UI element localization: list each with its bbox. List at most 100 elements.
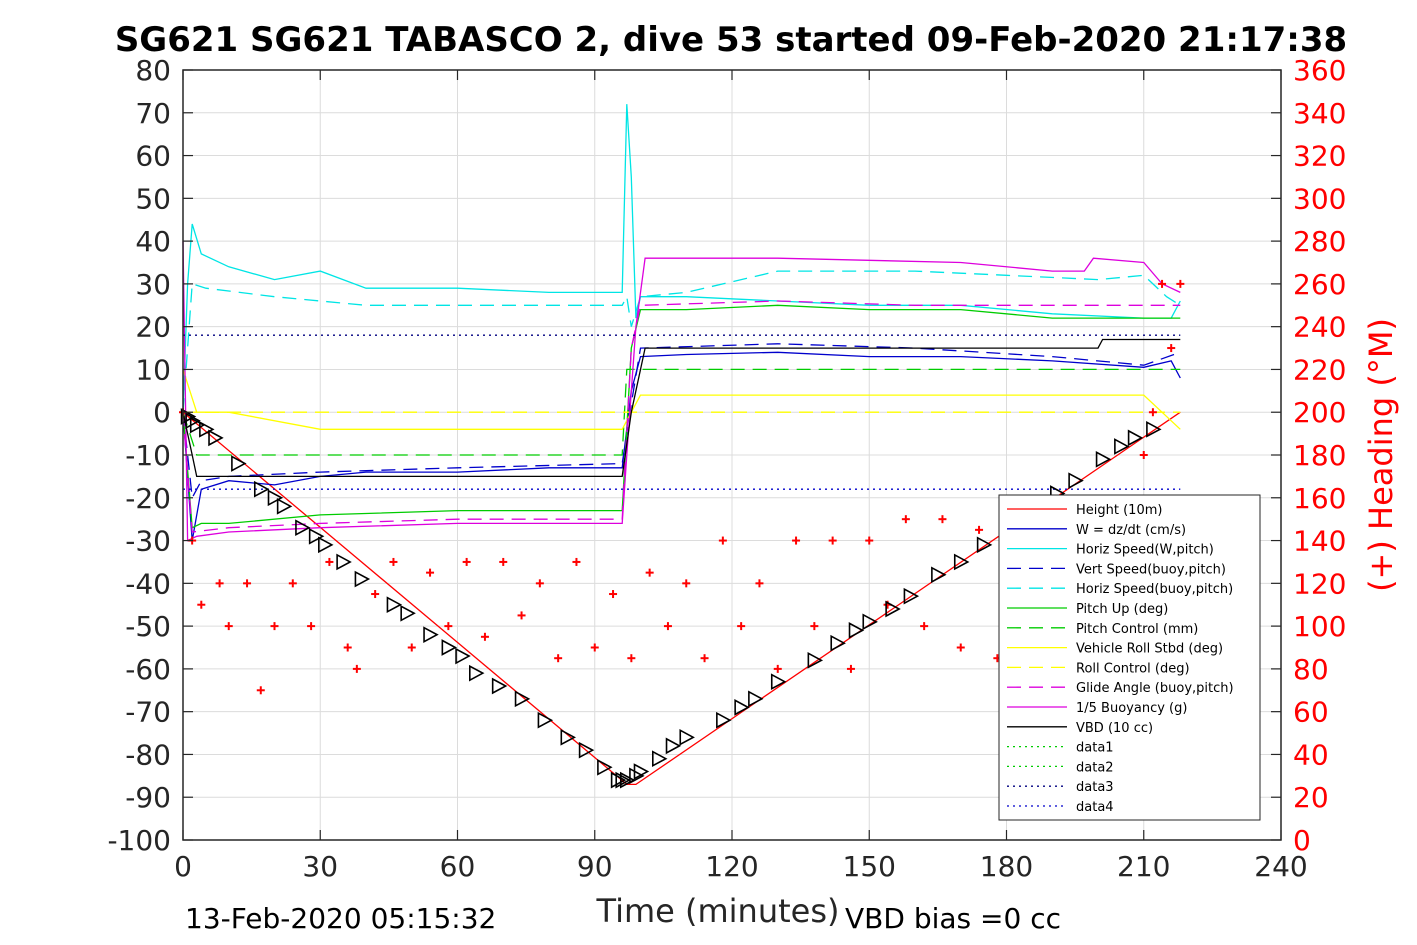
legend-label: Height (10m) [1076, 503, 1162, 518]
heading-point [426, 568, 435, 577]
y2-tick-label: 240 [1293, 311, 1346, 344]
heading-point [792, 536, 801, 545]
legend-label: VBD (10 cc) [1076, 721, 1153, 736]
y2-tick-label: 60 [1293, 696, 1329, 729]
y-tick-label: -100 [107, 824, 171, 857]
y-tick-label: -20 [125, 482, 171, 515]
heading-point [535, 579, 544, 588]
heading-point [810, 622, 819, 631]
y-tick-label: -10 [125, 439, 171, 472]
depth-marker [537, 711, 554, 729]
y-tick-label: 10 [135, 353, 171, 386]
series-line-0 [182, 411, 1181, 786]
y2-tick-label: 340 [1293, 97, 1346, 130]
depth-marker [748, 690, 764, 708]
heading-point [1139, 451, 1148, 459]
x-tick-label: 240 [1254, 850, 1307, 883]
heading-point [352, 664, 361, 673]
y2-tick-label: 220 [1293, 353, 1346, 386]
heading-point [517, 611, 526, 620]
y-tick-label: -50 [125, 610, 171, 643]
depth-marker [885, 600, 901, 618]
legend: Height (10m) W = dz/dt (cm/s) Horiz Speed(… [998, 494, 1261, 821]
depth-markers [180, 408, 1162, 789]
depth-marker [976, 536, 993, 554]
depth-marker [336, 553, 352, 571]
y2-axis-ticks: 3603403203002802602402202001801601401201… [1271, 54, 1346, 857]
depth-marker [1127, 429, 1144, 447]
depth-marker [514, 690, 531, 708]
y2-tick-label: 120 [1293, 567, 1346, 600]
depth-marker [208, 429, 224, 447]
legend-label: data4 [1076, 800, 1114, 815]
series-line-7 [182, 369, 1181, 430]
legend-item: VBD (10 cc) [1007, 721, 1153, 736]
legend-item: Horiz Speed(W,pitch) [1007, 543, 1214, 558]
depth-marker [231, 455, 247, 472]
legend-label: Vert Speed(buoy,pitch) [1076, 562, 1226, 577]
x-tick-label: 120 [705, 850, 758, 883]
heading-point [737, 622, 746, 631]
depth-marker [318, 536, 334, 554]
depth-marker [770, 673, 787, 691]
depth-marker [1095, 450, 1112, 468]
legend-item: Height (10m) [1007, 503, 1162, 518]
heading-point [407, 643, 416, 652]
depth-marker [665, 737, 682, 755]
heading-point [609, 590, 618, 599]
heading-point [572, 557, 581, 566]
x-axis-ticks: 0 30 60 90 120 150 180 210 240 [174, 70, 1308, 883]
legend-item: Pitch Up (deg) [1007, 602, 1168, 617]
legend-item: Pitch Control (mm) [1007, 622, 1198, 637]
legend-label: data2 [1076, 760, 1114, 775]
series-line-5 [182, 304, 1181, 529]
x-tick-label: 150 [843, 850, 896, 883]
depth-marker [578, 741, 595, 759]
legend-label: data3 [1076, 780, 1114, 795]
depth-marker [180, 408, 197, 425]
heading-point [956, 643, 965, 652]
depth-marker [423, 626, 439, 644]
depth-marker [651, 750, 668, 768]
heading-point [288, 579, 297, 588]
depth-marker [633, 763, 650, 780]
y-tick-label: -30 [125, 525, 171, 558]
y-tick-label: 40 [135, 225, 171, 258]
y2-tick-label: 40 [1293, 738, 1329, 771]
heading-point [343, 643, 352, 652]
x-tick-label: 0 [174, 850, 192, 883]
x-tick-label: 210 [1117, 850, 1170, 883]
depth-marker [468, 664, 485, 682]
depth-marker [199, 420, 215, 438]
y-tick-label: 80 [135, 54, 171, 87]
heading-point [938, 515, 947, 524]
depth-marker [615, 771, 631, 789]
depth-marker [597, 758, 613, 776]
y2-tick-label: 0 [1293, 824, 1311, 857]
heading-point [480, 632, 489, 641]
depth-marker [1146, 420, 1162, 438]
series-line-11 [182, 338, 1181, 478]
chart-title: SG621 SG621 TABASCO 2, dive 53 started 0… [115, 20, 1347, 60]
legend-item: data3 [1007, 780, 1114, 795]
heading-point [1176, 279, 1185, 288]
legend-label: Glide Angle (buoy,pitch) [1076, 681, 1234, 696]
heading-point [755, 579, 764, 588]
legend-label: Horiz Speed(W,pitch) [1076, 543, 1214, 558]
x-tick-label: 60 [440, 850, 476, 883]
y-tick-label: 20 [135, 311, 171, 344]
heading-point [663, 622, 672, 631]
y-tick-label: 30 [135, 268, 171, 301]
y2-tick-label: 300 [1293, 182, 1346, 215]
heading-point [920, 622, 929, 631]
depth-marker [610, 771, 627, 789]
legend-item: data2 [1007, 760, 1114, 775]
heading-point [901, 515, 910, 524]
footer-vbd-bias: VBD bias =0 cc [845, 902, 1061, 935]
depth-marker [386, 596, 403, 614]
y2-tick-label: 280 [1293, 225, 1346, 258]
depth-marker [619, 771, 636, 789]
legend-label: 1/5 Buoyancy (g) [1076, 701, 1187, 716]
legend-item: data1 [1007, 741, 1114, 756]
